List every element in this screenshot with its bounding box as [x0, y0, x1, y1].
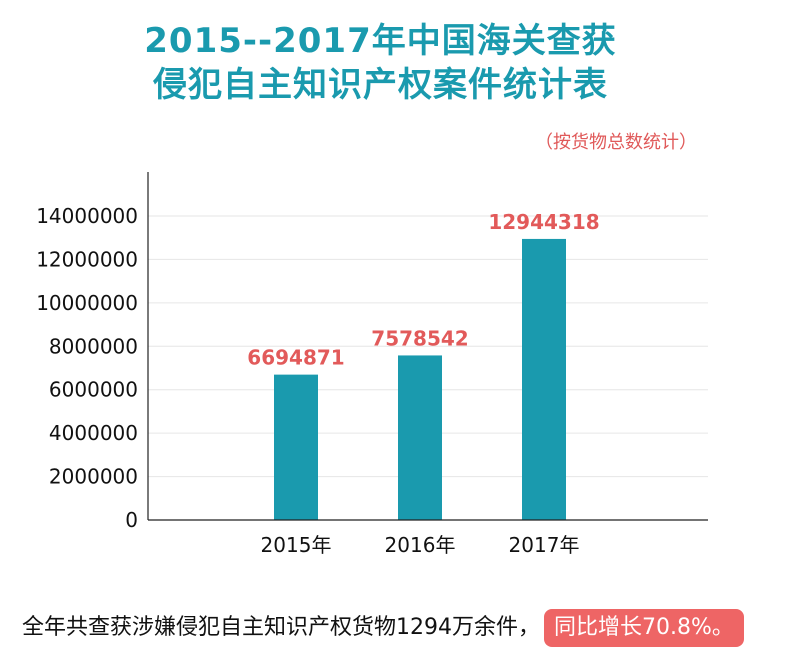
- x-tick-label: 2017年: [509, 533, 580, 557]
- bar-chart: 6694871 7578542 12944318 0 2000000 4000000 60…: [36, 172, 708, 557]
- growth-badge: 同比增长70.8%。: [544, 609, 744, 647]
- data-labels: 6694871 7578542 12944318: [247, 210, 599, 370]
- y-tick-label: 6000000: [49, 378, 138, 402]
- bar: [522, 238, 566, 520]
- y-tick-label: 10000000: [36, 291, 138, 315]
- y-tick-label: 0: [125, 508, 138, 532]
- summary-text: 全年共查获涉嫌侵犯自主知识产权货物1294万余件，: [22, 615, 540, 640]
- x-tick-label: 2016年: [385, 533, 456, 557]
- x-tick-labels: 2015年 2016年 2017年: [261, 533, 580, 557]
- bar: [274, 374, 318, 520]
- summary-footer: 全年共查获涉嫌侵犯自主知识产权货物1294万余件， 同比增长70.8%。: [22, 608, 744, 648]
- y-tick-label: 12000000: [36, 247, 138, 271]
- data-label: 6694871: [247, 346, 344, 370]
- bar: [398, 355, 442, 520]
- chart-title-line2: 侵犯自主知识产权案件统计表: [153, 65, 608, 105]
- y-tick-label: 14000000: [36, 204, 138, 228]
- y-tick-label: 4000000: [49, 421, 138, 445]
- y-tick-label: 2000000: [49, 465, 138, 489]
- chart-title-line1: 2015--2017年中国海关查获: [144, 21, 617, 61]
- bars: [274, 238, 566, 520]
- data-label: 12944318: [488, 210, 599, 234]
- data-label: 7578542: [371, 326, 468, 350]
- y-tick-label: 8000000: [49, 334, 138, 358]
- x-tick-label: 2015年: [261, 533, 332, 557]
- chart-note: （按货物总数统计）: [535, 132, 697, 153]
- y-tick-labels: 0 2000000 4000000 6000000 8000000 10000000 120…: [36, 204, 138, 532]
